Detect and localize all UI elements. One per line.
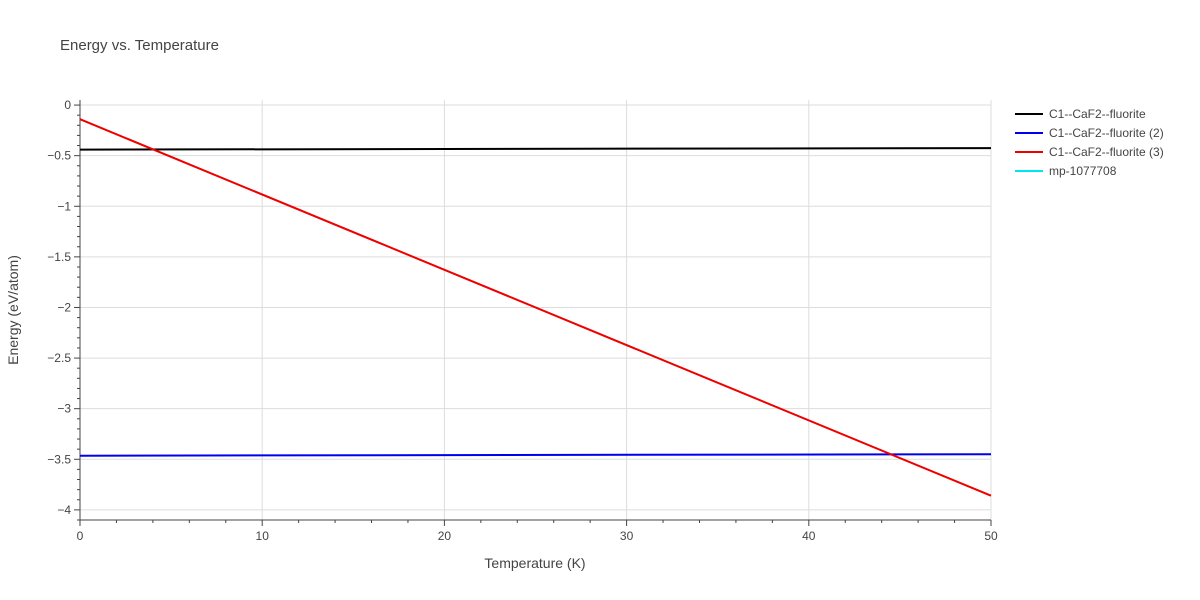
grid <box>80 100 992 520</box>
x-axis-label: Temperature (K) <box>484 555 585 571</box>
y-tick-label: −1.5 <box>47 250 71 264</box>
y-tick-label: −2.5 <box>47 351 71 365</box>
y-tick-label: −3.5 <box>47 452 71 466</box>
y-tick-label: −1 <box>57 199 71 213</box>
x-tick-label: 20 <box>438 529 452 543</box>
y-tick-label: −3 <box>57 402 71 416</box>
legend: C1--CaF2--fluorite C1--CaF2--fluorite (2)… <box>1015 107 1164 178</box>
series-group <box>79 118 992 497</box>
chart-title: Energy vs. Temperature <box>60 37 219 54</box>
y-tick-label: 0 <box>64 98 71 112</box>
axes: 0 10 20 30 40 50 0 −0.5 −1 −1.5 −2 −2.5 −3 −3.5 −4 <box>47 98 998 543</box>
x-tick-label: 50 <box>984 529 998 543</box>
x-tick-label: 30 <box>620 529 634 543</box>
y-tick-label: −4 <box>57 503 71 517</box>
legend-label-1: C1--CaF2--fluorite <box>1049 107 1146 121</box>
y-tick-label: −0.5 <box>47 149 71 163</box>
series-line-1 <box>79 147 992 151</box>
series-line-2 <box>79 453 992 457</box>
legend-label-4: mp-1077708 <box>1049 164 1117 178</box>
x-tick-label: 0 <box>77 529 84 543</box>
x-tick-label: 10 <box>256 529 270 543</box>
legend-label-3: C1--CaF2--fluorite (3) <box>1049 145 1164 159</box>
x-tick-label: 40 <box>802 529 816 543</box>
y-tick-label: −2 <box>57 300 71 314</box>
legend-label-2: C1--CaF2--fluorite (2) <box>1049 126 1164 140</box>
series-line-3 <box>79 118 992 497</box>
y-axis-label: Energy (eV/atom) <box>5 255 21 365</box>
